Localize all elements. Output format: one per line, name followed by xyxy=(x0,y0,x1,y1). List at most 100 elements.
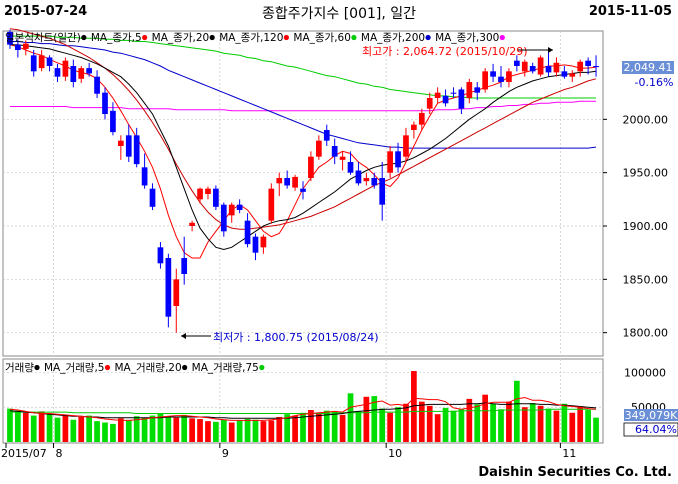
candle-body xyxy=(569,73,576,77)
candle-body xyxy=(213,188,219,207)
volume-bar xyxy=(133,416,140,442)
volume-bar xyxy=(363,396,370,442)
end-date: 2015-11-05 xyxy=(588,4,672,19)
candle-body xyxy=(537,57,544,75)
price-tick-label: 1800.00 xyxy=(623,327,669,340)
candle-body xyxy=(133,135,140,165)
legend-label: MA_종가,300 xyxy=(435,32,499,44)
volume-bar xyxy=(268,420,275,442)
current-volume: 349,079K xyxy=(625,409,678,422)
volume-bar xyxy=(355,411,362,442)
candle-body xyxy=(62,60,69,77)
candlestick-series xyxy=(7,29,599,333)
candle-body xyxy=(315,140,322,157)
volume-bar xyxy=(110,423,116,442)
volume-bar xyxy=(86,415,93,442)
price-tick-label: 1950.00 xyxy=(623,167,669,180)
volume-bar xyxy=(22,412,29,442)
legend-label: MA_종가,120 xyxy=(219,32,283,44)
candle-body xyxy=(450,92,457,94)
volume-bar xyxy=(220,419,227,442)
candle-body xyxy=(545,66,552,73)
candle-body xyxy=(78,68,85,79)
candle-body xyxy=(585,60,591,66)
grid-lines xyxy=(3,31,603,443)
volume-bar xyxy=(125,420,132,442)
candle-body xyxy=(252,236,259,253)
volume-bar xyxy=(244,419,251,442)
volume-bar xyxy=(418,401,425,442)
volume-bar xyxy=(15,410,21,442)
candle-body xyxy=(284,178,291,186)
candle-body xyxy=(323,130,330,141)
volume-bar xyxy=(545,408,552,442)
volume-bar xyxy=(276,416,283,442)
volume-bar xyxy=(585,410,591,442)
candle-body xyxy=(276,178,283,184)
candle-body xyxy=(165,258,172,317)
candle-body xyxy=(426,98,433,109)
volume-bar xyxy=(569,412,576,442)
volume-bar xyxy=(102,422,108,442)
change-percent: -0.16% xyxy=(635,76,674,89)
volume-bar xyxy=(521,407,528,442)
volume-bar xyxy=(442,407,449,442)
candle-body xyxy=(593,66,599,68)
volume-bar xyxy=(181,414,188,442)
volume-bar xyxy=(197,419,203,442)
candle-body xyxy=(173,279,180,306)
candle-body xyxy=(411,124,417,130)
candle-body xyxy=(490,71,496,77)
candle-body xyxy=(86,68,93,74)
volume-bar xyxy=(149,415,156,442)
volume-bar xyxy=(450,410,457,442)
volume-bar xyxy=(474,404,481,442)
volume-bar xyxy=(308,410,314,442)
candle-body xyxy=(141,167,148,186)
x-axis-label: 9 xyxy=(222,447,229,460)
candle-body xyxy=(149,188,156,207)
volume-bar xyxy=(7,408,13,442)
ma200-line xyxy=(10,41,597,149)
volume-bar xyxy=(62,414,69,442)
candle-body xyxy=(371,178,378,186)
volume-bar xyxy=(70,419,77,442)
candle-body xyxy=(355,170,362,184)
volume-bar xyxy=(434,414,441,442)
volume-bar xyxy=(165,416,172,442)
price-tick-label: 1850.00 xyxy=(623,273,669,286)
candle-body xyxy=(205,188,211,194)
volume-bar xyxy=(411,371,417,442)
volume-bar xyxy=(395,407,401,442)
volume-average-lines xyxy=(9,396,597,421)
price-tick-label: 1900.00 xyxy=(623,220,669,233)
legend-swatch xyxy=(209,34,215,41)
legend-label: MA_거래량,20 xyxy=(114,362,181,374)
candle-body xyxy=(331,146,338,157)
legend-swatch xyxy=(283,34,289,41)
candle-body xyxy=(54,68,61,77)
volume-bar xyxy=(387,412,393,442)
candle-body xyxy=(529,66,536,72)
volume-bar xyxy=(482,394,489,442)
volume-bar xyxy=(284,414,291,442)
legends: 일본식차트(일간) MA_종가,5 MA_종가,20 MA_종가,120 MA_종가,6… xyxy=(5,31,505,374)
candle-body xyxy=(387,151,393,173)
candle-body xyxy=(197,188,203,200)
volume-bar xyxy=(537,405,544,442)
candle-body xyxy=(474,87,481,93)
volume-bar xyxy=(228,422,235,442)
volume-bar xyxy=(46,414,53,442)
high-arrowhead xyxy=(548,47,553,53)
volume-bar xyxy=(577,407,584,442)
axes: 2000.00 1950.00 1900.00 1850.00 1800.00 10000… xyxy=(1,113,668,460)
moving-average-lines xyxy=(9,28,597,259)
volume-bar xyxy=(38,411,45,442)
volume-percent-box xyxy=(623,422,678,437)
volume-bar xyxy=(30,415,37,442)
volume-bar xyxy=(94,421,100,442)
volume-bar xyxy=(292,415,298,442)
legend-label: 일본식차트(일간) xyxy=(5,31,81,44)
volume-bar xyxy=(252,419,259,442)
